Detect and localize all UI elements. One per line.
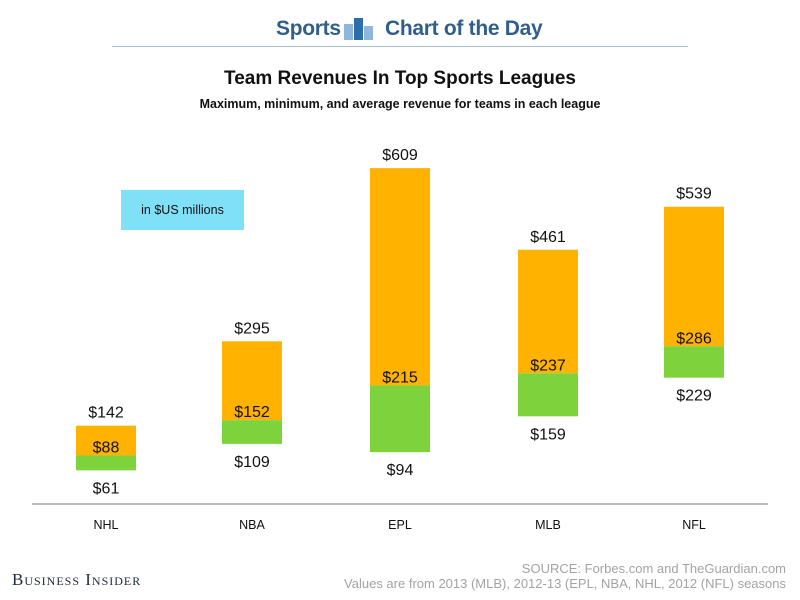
bar-lower-epl [370,385,430,453]
tick-label-nhl: NHL [93,518,118,532]
tick-label-epl: EPL [388,518,412,532]
label-max-nhl: $142 [88,405,124,422]
header-divider [112,46,688,47]
business-insider-logo: Business Insider [12,570,141,590]
label-avg-nhl: $88 [93,439,120,456]
footnote-text: Values are from 2013 (MLB), 2012-13 (EPL… [344,576,786,591]
units-note: in $US millions [121,190,244,230]
chart-of-the-day-header: Sports Chart of the Day [0,12,800,46]
tick-label-nfl: NFL [682,518,706,532]
label-max-nfl: $539 [676,186,712,203]
bar-lower-nba [222,420,282,444]
bar-upper-nba [222,341,282,421]
source-text: SOURCE: Forbes.com and TheGuardian.com [521,561,786,576]
label-avg-nba: $152 [234,404,270,421]
label-avg-nfl: $286 [676,330,712,347]
tick-label-mlb: MLB [535,518,561,532]
bar-upper-mlb [518,249,578,374]
label-min-nba: $109 [234,454,270,471]
brand-name: Business Insider [12,570,142,589]
label-avg-epl: $215 [382,369,418,386]
bar-lower-nhl [76,455,136,471]
label-max-epl: $609 [382,147,418,164]
tick-label-nba: NBA [239,518,265,532]
label-max-nba: $295 [234,320,270,337]
feature-label: Chart of the Day [385,17,543,40]
section-label: Sports [276,17,341,40]
chart-title: Team Revenues In Top Sports Leagues [224,68,576,89]
bar-lower-mlb [518,373,578,417]
bar-lower-nfl [664,346,724,378]
label-min-mlb: $159 [530,426,566,443]
label-avg-mlb: $237 [530,357,566,374]
label-max-mlb: $461 [530,229,566,246]
bar-upper-epl [370,168,430,386]
bar-chart-logo-icon [344,18,373,40]
label-min-nfl: $229 [676,388,712,405]
chart-subtitle: Maximum, minimum, and average revenue fo… [199,97,601,111]
label-min-nhl: $61 [93,480,120,497]
bar-upper-nhl [76,425,136,456]
label-min-epl: $94 [387,462,414,479]
bar-upper-nfl [664,206,724,347]
